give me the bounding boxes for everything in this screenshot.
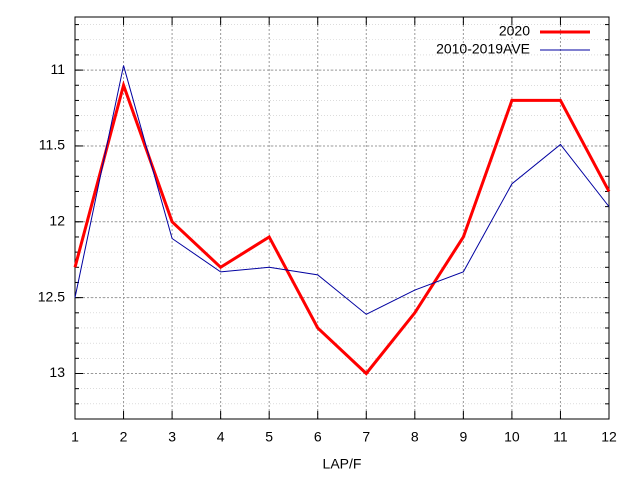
x-tick-label: 7 xyxy=(362,429,370,445)
y-tick-label: 12.5 xyxy=(38,288,65,304)
x-tick-label: 12 xyxy=(601,429,617,445)
x-tick-label: 2 xyxy=(120,429,128,445)
y-tick-label: 12 xyxy=(49,212,65,228)
x-tick-label: 1 xyxy=(71,429,79,445)
x-tick-label: 11 xyxy=(553,429,568,445)
x-tick-label: 9 xyxy=(459,429,467,445)
x-tick-label: 6 xyxy=(314,429,322,445)
x-tick-label: 8 xyxy=(411,429,419,445)
x-tick-label: 4 xyxy=(217,429,225,445)
legend-label: 2010-2019AVE xyxy=(436,41,530,57)
legend-label: 2020 xyxy=(499,23,530,39)
y-tick-label: 11 xyxy=(50,61,65,77)
x-tick-label: 10 xyxy=(504,429,520,445)
x-tick-label: 3 xyxy=(168,429,176,445)
series-line xyxy=(74,65,610,315)
y-tick-label: 11.5 xyxy=(39,137,65,153)
x-axis-label: LAP/F xyxy=(323,456,362,472)
x-tick-label: 5 xyxy=(265,429,273,445)
plot-frame xyxy=(74,16,610,420)
series-line xyxy=(73,80,611,376)
y-tick-label: 13 xyxy=(49,364,65,380)
